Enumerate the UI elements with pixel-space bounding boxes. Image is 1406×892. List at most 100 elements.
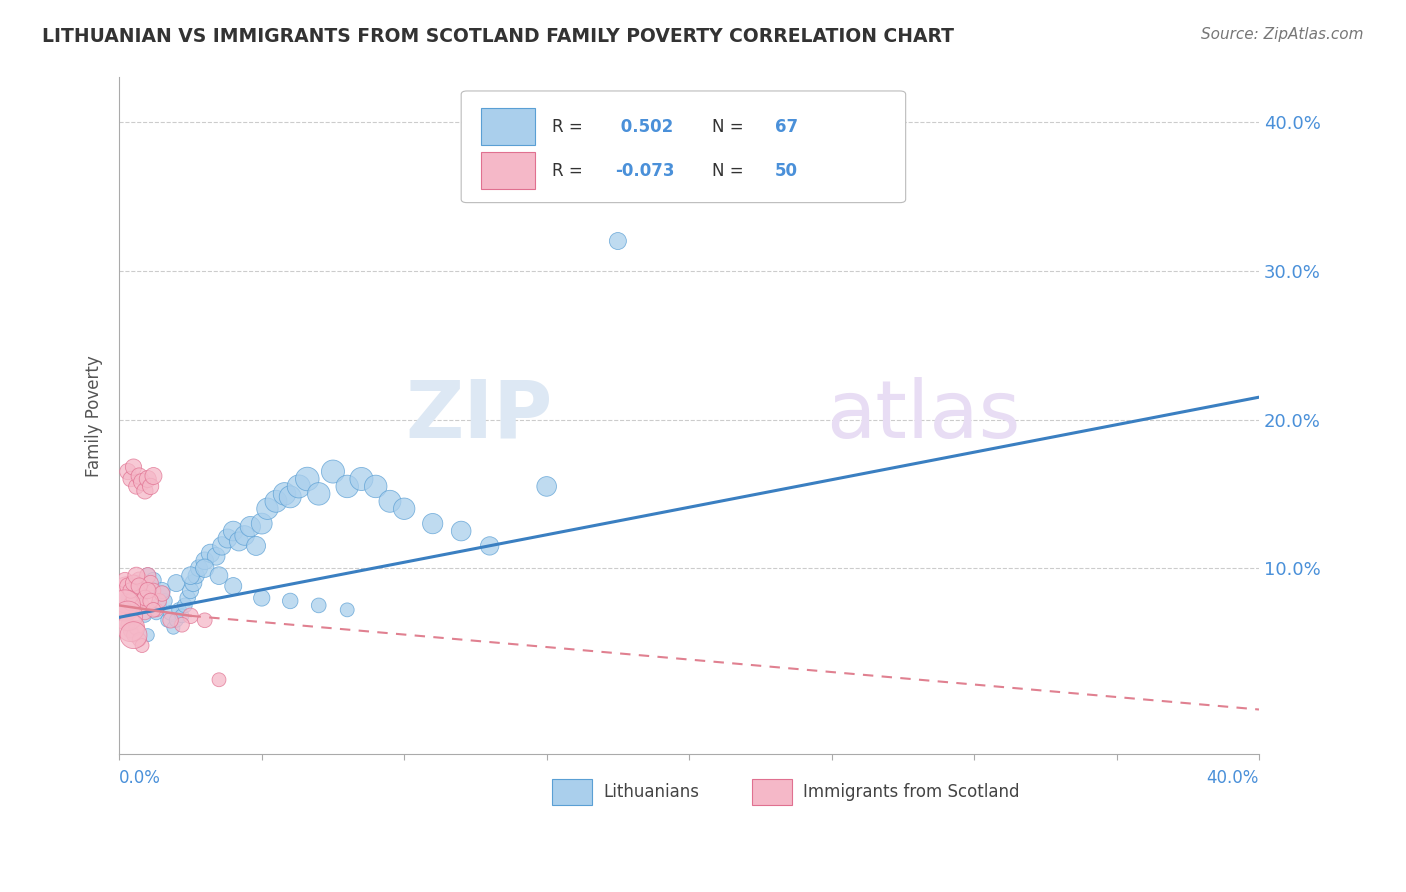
Point [120, 583, 142, 598]
Text: Lithuanians: Lithuanians [603, 783, 700, 801]
Text: 0.502: 0.502 [614, 118, 673, 136]
Point [208, 673, 231, 687]
Point [536, 479, 558, 493]
Point [117, 617, 139, 632]
Point [134, 608, 156, 623]
Y-axis label: Family Poverty: Family Poverty [86, 355, 103, 476]
Text: N =: N = [711, 161, 749, 180]
Point [136, 568, 159, 582]
Point [125, 568, 148, 582]
Point [122, 628, 145, 642]
Point [278, 490, 301, 504]
Point [322, 465, 344, 479]
Point [194, 613, 217, 627]
Point [145, 606, 167, 620]
Point [148, 599, 170, 613]
Point [125, 579, 148, 593]
Text: 50: 50 [775, 161, 797, 180]
Point [297, 472, 319, 486]
Point [228, 534, 250, 549]
Point [128, 469, 150, 483]
Point [150, 586, 173, 600]
Point [131, 585, 153, 599]
Point [273, 487, 295, 501]
Point [364, 479, 387, 493]
Point [128, 573, 150, 587]
Point [222, 579, 245, 593]
Text: -0.073: -0.073 [614, 161, 675, 180]
Point [256, 501, 278, 516]
Point [125, 621, 148, 635]
Point [167, 603, 190, 617]
Point [250, 516, 273, 531]
Point [148, 594, 170, 608]
Point [150, 586, 173, 600]
Point [136, 472, 159, 486]
Point [150, 583, 173, 598]
Point [136, 628, 159, 642]
Point [194, 561, 217, 575]
Point [188, 561, 211, 575]
Point [114, 599, 136, 613]
Point [208, 568, 231, 582]
Point [122, 591, 145, 605]
Point [165, 576, 187, 591]
Point [122, 594, 145, 608]
Point [170, 617, 193, 632]
Point [278, 594, 301, 608]
Point [131, 639, 153, 653]
Point [250, 591, 273, 605]
Point [336, 479, 359, 493]
Point [211, 539, 233, 553]
Point [186, 568, 208, 582]
Point [134, 606, 156, 620]
Point [450, 524, 472, 538]
Point [114, 573, 136, 587]
Point [264, 494, 287, 508]
Point [117, 608, 139, 623]
Text: R =: R = [553, 161, 588, 180]
Point [308, 599, 330, 613]
FancyBboxPatch shape [481, 152, 536, 189]
Point [114, 599, 136, 613]
Point [222, 524, 245, 538]
Point [142, 603, 165, 617]
Point [336, 603, 359, 617]
Text: 0.0%: 0.0% [120, 769, 162, 787]
Point [378, 494, 401, 508]
Point [139, 594, 162, 608]
Point [422, 516, 444, 531]
Text: 67: 67 [775, 118, 797, 136]
Point [392, 501, 415, 516]
Point [139, 479, 162, 493]
Point [165, 613, 187, 627]
Point [122, 576, 145, 591]
Text: LITHUANIAN VS IMMIGRANTS FROM SCOTLAND FAMILY POVERTY CORRELATION CHART: LITHUANIAN VS IMMIGRANTS FROM SCOTLAND F… [42, 27, 955, 45]
Point [125, 583, 148, 598]
Point [139, 576, 162, 591]
FancyBboxPatch shape [553, 780, 592, 805]
Point [117, 579, 139, 593]
FancyBboxPatch shape [481, 108, 536, 145]
Text: 40.0%: 40.0% [1206, 769, 1258, 787]
Point [117, 588, 139, 602]
Point [183, 576, 205, 591]
Point [128, 632, 150, 647]
Text: ZIP: ZIP [405, 376, 553, 455]
Point [117, 465, 139, 479]
Point [128, 579, 150, 593]
Point [120, 621, 142, 635]
Point [173, 599, 195, 613]
Point [142, 583, 165, 598]
Point [131, 475, 153, 489]
Point [170, 608, 193, 623]
Point [156, 613, 179, 627]
Point [134, 591, 156, 605]
Point [139, 579, 162, 593]
Point [120, 597, 142, 611]
Text: atlas: atlas [825, 376, 1021, 455]
Point [217, 532, 239, 546]
Point [233, 528, 256, 542]
Point [142, 469, 165, 483]
Point [131, 599, 153, 613]
